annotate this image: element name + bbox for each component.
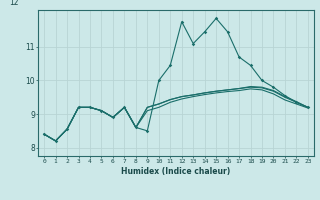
X-axis label: Humidex (Indice chaleur): Humidex (Indice chaleur)	[121, 167, 231, 176]
Text: 12: 12	[10, 0, 19, 7]
